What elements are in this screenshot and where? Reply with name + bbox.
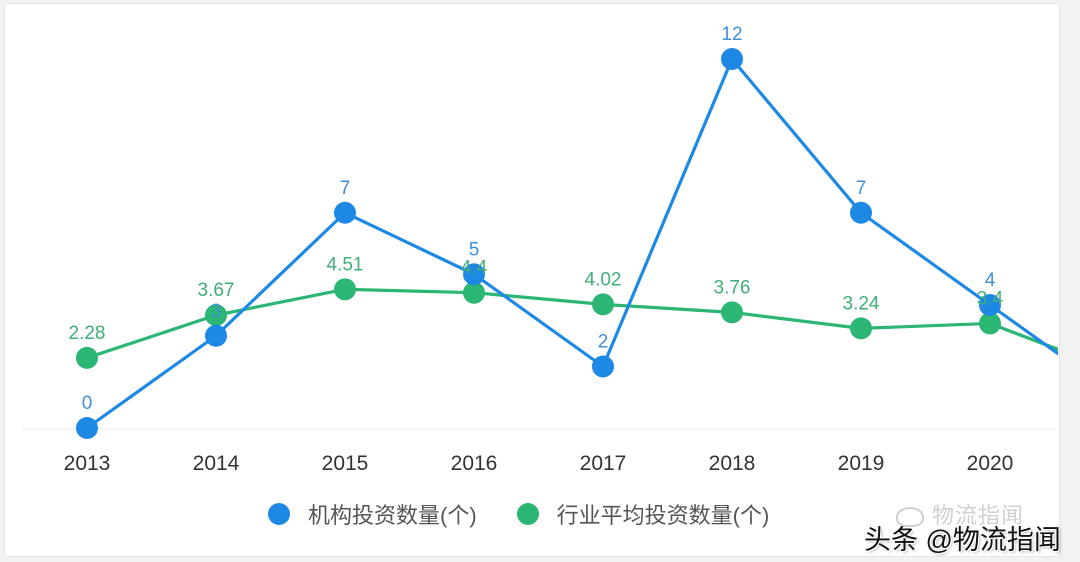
legend-label: 机构投资数量(个) xyxy=(308,503,477,528)
x-tick-label: 2017 xyxy=(580,452,627,475)
data-point-marker[interactable] xyxy=(592,355,614,378)
data-point-marker[interactable] xyxy=(205,324,227,347)
data-point-marker[interactable] xyxy=(721,48,743,70)
watermark-faint: 物流指闻 xyxy=(896,498,1024,530)
data-label: 4.51 xyxy=(327,254,364,275)
chart-card xyxy=(4,3,1060,557)
data-label: 3 xyxy=(211,301,222,322)
data-point-marker[interactable] xyxy=(721,301,743,324)
data-point-marker[interactable] xyxy=(850,317,872,340)
legend: 机构投资数量(个) 行业平均投资数量(个) xyxy=(268,498,809,530)
green-dot-icon xyxy=(516,503,539,525)
legend-label: 行业平均投资数量(个) xyxy=(556,503,770,528)
data-point-marker[interactable] xyxy=(979,294,1001,316)
data-label: 2 xyxy=(598,332,609,353)
data-point-marker[interactable] xyxy=(850,201,872,224)
data-label: 7 xyxy=(340,178,351,199)
data-label: 4.4 xyxy=(461,258,488,279)
data-point-marker[interactable] xyxy=(205,304,227,327)
data-point-marker[interactable] xyxy=(76,417,98,439)
data-label: 2.28 xyxy=(69,323,106,344)
series-line xyxy=(86,57,1058,430)
data-label: 12 xyxy=(721,24,742,45)
watermark-main: 头条 @物流指闻 xyxy=(864,525,1061,555)
x-tick-label: 2016 xyxy=(451,452,498,475)
series-layer xyxy=(76,48,1058,439)
data-point-marker[interactable] xyxy=(463,263,485,286)
data-point-marker[interactable] xyxy=(76,346,98,369)
wechat-icon xyxy=(896,507,924,528)
x-tick-label: 2014 xyxy=(193,452,240,475)
x-tick-label: 2019 xyxy=(838,452,885,475)
watermark-faint-text: 物流指闻 xyxy=(932,503,1025,528)
x-tick-label: 2015 xyxy=(322,452,369,475)
data-label: 5 xyxy=(469,239,480,260)
data-label: 3.24 xyxy=(843,293,880,314)
data-labels: 2.28 3.67 4.51 4.4 4.02 3.76 3.24 3.4 0 3 7 5 2 12 7 4 xyxy=(69,24,1004,414)
data-label: 3.4 xyxy=(977,288,1004,309)
data-label: 4.02 xyxy=(585,269,622,290)
blue-dot-icon xyxy=(268,503,290,525)
x-tick-label: 2013 xyxy=(64,452,111,475)
data-label: 4 xyxy=(985,270,996,291)
x-axis-labels: 2013 2014 2015 2016 2017 2018 2019 2020 xyxy=(64,452,1014,475)
series-line xyxy=(86,287,1058,360)
data-point-marker[interactable] xyxy=(334,278,356,301)
legend-item-industry-average[interactable]: 行业平均投资数量(个) xyxy=(516,498,770,530)
data-point-marker[interactable] xyxy=(979,312,1001,335)
data-label: 3.67 xyxy=(198,280,235,301)
data-label: 0 xyxy=(82,393,93,414)
data-label: 7 xyxy=(856,178,867,199)
data-point-marker[interactable] xyxy=(463,281,485,304)
data-point-marker[interactable] xyxy=(592,293,614,316)
data-label: 3.76 xyxy=(714,277,751,298)
x-tick-label: 2020 xyxy=(967,452,1014,475)
legend-item-institution[interactable]: 机构投资数量(个) xyxy=(268,498,477,530)
x-tick-label: 2018 xyxy=(709,452,756,475)
data-point-marker[interactable] xyxy=(334,201,356,224)
